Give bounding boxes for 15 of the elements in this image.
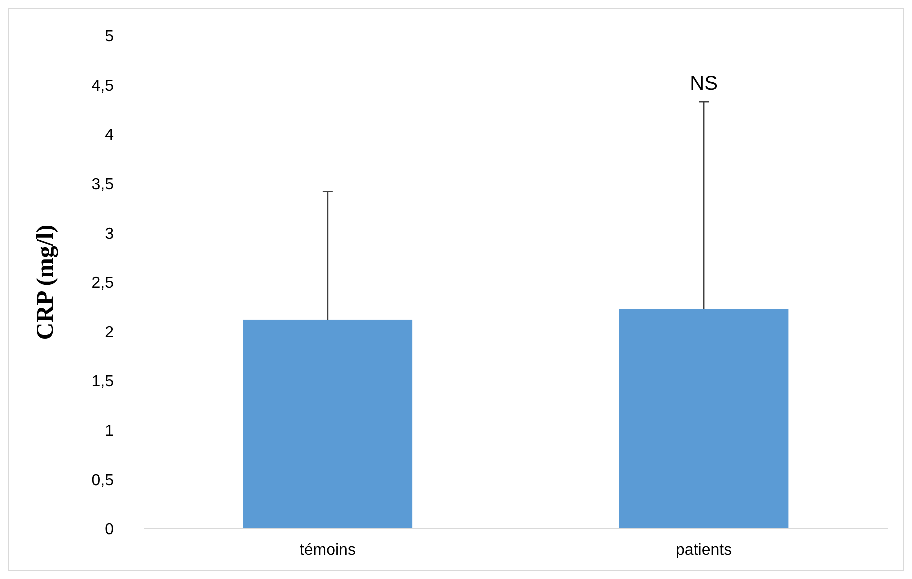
y-tick-label: 1,5 bbox=[92, 374, 114, 391]
y-tick-label: 3,5 bbox=[92, 176, 114, 194]
y-tick-label: 2,5 bbox=[92, 275, 114, 292]
y-tick-label: 1 bbox=[105, 423, 114, 440]
y-tick-label: 4 bbox=[105, 127, 114, 144]
x-tick-label: témoins bbox=[300, 542, 356, 559]
y-tick-label: 5 bbox=[105, 28, 114, 46]
y-axis-title: CRP (mg/l) bbox=[33, 224, 59, 340]
y-tick-label: 4,5 bbox=[92, 78, 114, 95]
y-tick-label: 0 bbox=[105, 522, 114, 539]
y-tick-label: 3 bbox=[105, 226, 114, 243]
y-tick-label: 0,5 bbox=[92, 472, 114, 490]
y-tick-label: 2 bbox=[105, 324, 114, 342]
annotation: NS bbox=[690, 73, 718, 96]
x-tick-label: patients bbox=[676, 542, 732, 559]
